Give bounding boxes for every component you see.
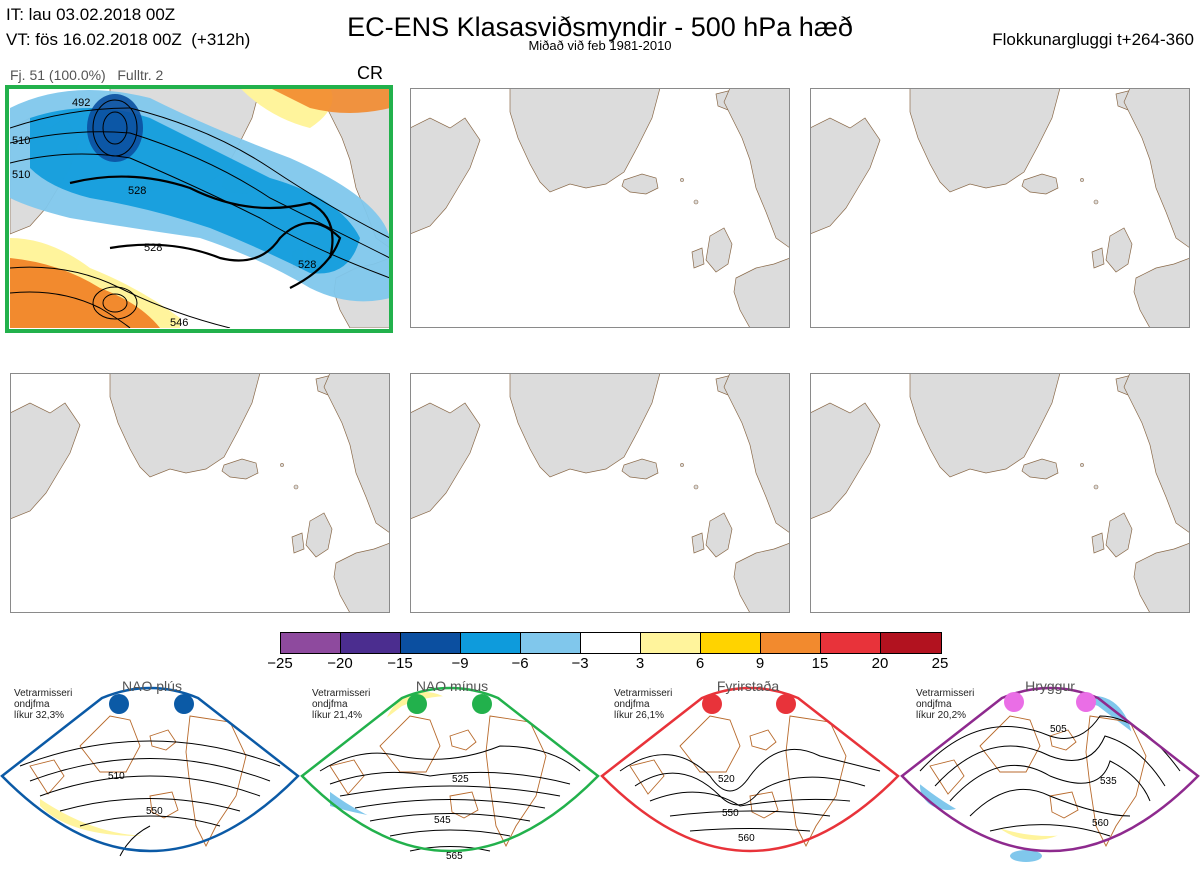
colorbar-segment [341,633,401,653]
anomaly-colorbar [280,632,942,654]
cluster-map-3[interactable] [810,88,1190,328]
colorbar-tick: 6 [695,655,705,672]
colorbar-tick: −9 [451,655,469,672]
regime-contour-label: 550 [722,808,739,819]
colorbar-segment [821,633,881,653]
regime-contour-label: 560 [1092,818,1109,829]
regime-name: Hryggur [1025,678,1075,694]
regime-contour-label: 520 [718,774,735,785]
colorbar-segment [281,633,341,653]
cluster-info: Fj. 51 (100.0%) Fulltr. 2 [10,67,164,83]
contour-label: 528 [128,185,146,197]
contour-label: 510 [12,135,30,147]
regime-contour-label: 505 [1050,724,1067,735]
contour-label: 528 [298,259,316,271]
regime-contour-label: 545 [434,815,451,826]
regime-contour-label: 535 [1100,776,1117,787]
regime-info-line: ondjfma [312,699,348,710]
regime-map: 505 535 560 [900,686,1200,862]
regime-blocking[interactable]: 520 550 560 Fyrirstaða Vetrarmisseri ond… [600,676,900,876]
regime-name: NAO plús [122,678,182,694]
regime-map: 510 550 [0,686,300,857]
regime-info-line: Vetrarmisseri [916,688,975,699]
regime-info-line: líkur 21,4% [312,710,363,721]
contour-label: 492 [72,97,90,109]
regime-name: NAO mínus [415,678,489,694]
regime-nao-minus[interactable]: 525 545 565 NAO mínus Vetrarmisseri ondj… [300,676,600,876]
colorbar-tick: 3 [635,655,645,672]
page-subtitle: Miðað við feb 1981-2010 [528,38,672,53]
regime-info-line: Vetrarmisseri [614,688,673,699]
regime-contour-label: 550 [146,806,163,817]
regime-contour-label: 525 [452,774,469,785]
cluster-map-1-svg: 492 510 528 528 528 546 510 [10,88,390,328]
classification-window: Flokkunargluggi t+264-360 [992,30,1194,49]
regime-info-line: líkur 32,3% [14,710,65,721]
valid-time: VT: fös 16.02.2018 00Z (+312h) [6,30,251,49]
colorbar-segment [581,633,641,653]
regime-ridge[interactable]: 505 535 560 Hryggur Vetrarmisseri ondjfm… [900,676,1200,876]
regime-marker [1004,692,1024,712]
cluster-map-2-svg [410,88,790,328]
regime-info-line: Vetrarmisseri [312,688,371,699]
page-title: EC-ENS Klasasviðsmyndir - 500 hPa hæð [347,12,853,42]
contour-label: 546 [170,317,188,328]
cluster-map-5-svg [410,373,790,613]
regime-marker [407,694,427,714]
regime-contour-label: 510 [108,771,125,782]
colorbar-tick: −3 [571,655,589,672]
cluster-code: CR [357,63,383,83]
cluster-map-2[interactable] [410,88,790,328]
regime-info-line: ondjfma [614,699,650,710]
colorbar-tick: 9 [755,655,765,672]
regime-nao-plus[interactable]: 510 550 NAO plús Vetrarmisseri ondjfma l… [0,676,300,876]
regime-map: 520 550 560 [600,686,900,853]
regime-marker [174,694,194,714]
colorbar-segment [641,633,701,653]
colorbar-tick: 20 [871,655,889,672]
regime-info-line: líkur 26,1% [614,710,665,721]
regime-info-line: ondjfma [916,699,952,710]
regime-marker [1076,692,1096,712]
colorbar-tick: −6 [511,655,529,672]
cluster-map-6-svg [810,373,1190,613]
regime-info-line: líkur 20,2% [916,710,967,721]
selected-cluster-border [5,85,393,333]
regime-marker [109,694,129,714]
colorbar-segment [761,633,821,653]
cluster-map-1[interactable]: 492 510 528 528 528 546 510 [10,88,390,328]
colorbar-segment [701,633,761,653]
regime-marker [472,694,492,714]
regime-contour-label: 560 [738,833,755,844]
regime-info-line: ondjfma [14,699,50,710]
colorbar-tick: −20 [327,655,353,672]
colorbar-tick: −25 [267,655,293,672]
colorbar-segment [881,633,941,653]
colorbar-tick: 15 [811,655,829,672]
regime-info-line: Vetrarmisseri [14,688,73,699]
colorbar-segment [461,633,521,653]
cluster-map-4-svg [10,373,390,613]
regime-marker [702,694,722,714]
regime-name: Fyrirstaða [716,678,780,694]
regime-contour-label: 565 [446,851,463,862]
colorbar-segment [521,633,581,653]
issue-time: IT: lau 03.02.2018 00Z [6,5,176,24]
regime-marker [776,694,796,714]
colorbar-tick: 25 [931,655,949,672]
regime-map: 525 545 565 [300,686,600,862]
cluster-map-3-svg [810,88,1190,328]
contour-label: 528 [144,242,162,254]
cluster-map-5[interactable] [410,373,790,613]
colorbar-segment [401,633,461,653]
colorbar-tick: −15 [387,655,413,672]
cluster-map-4[interactable] [10,373,390,613]
contour-label: 510 [12,169,30,181]
cluster-map-6[interactable] [810,373,1190,613]
